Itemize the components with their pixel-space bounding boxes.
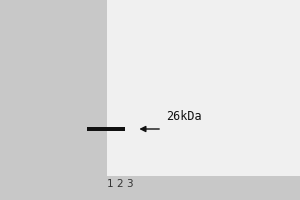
Bar: [106, 0, 134, 176]
Bar: [134, 0, 300, 176]
Text: 3: 3: [126, 179, 133, 189]
Text: 1: 1: [107, 179, 114, 189]
Text: 2: 2: [117, 179, 123, 189]
Text: 26kDa: 26kDa: [167, 110, 202, 123]
Bar: [87, 127, 124, 131]
